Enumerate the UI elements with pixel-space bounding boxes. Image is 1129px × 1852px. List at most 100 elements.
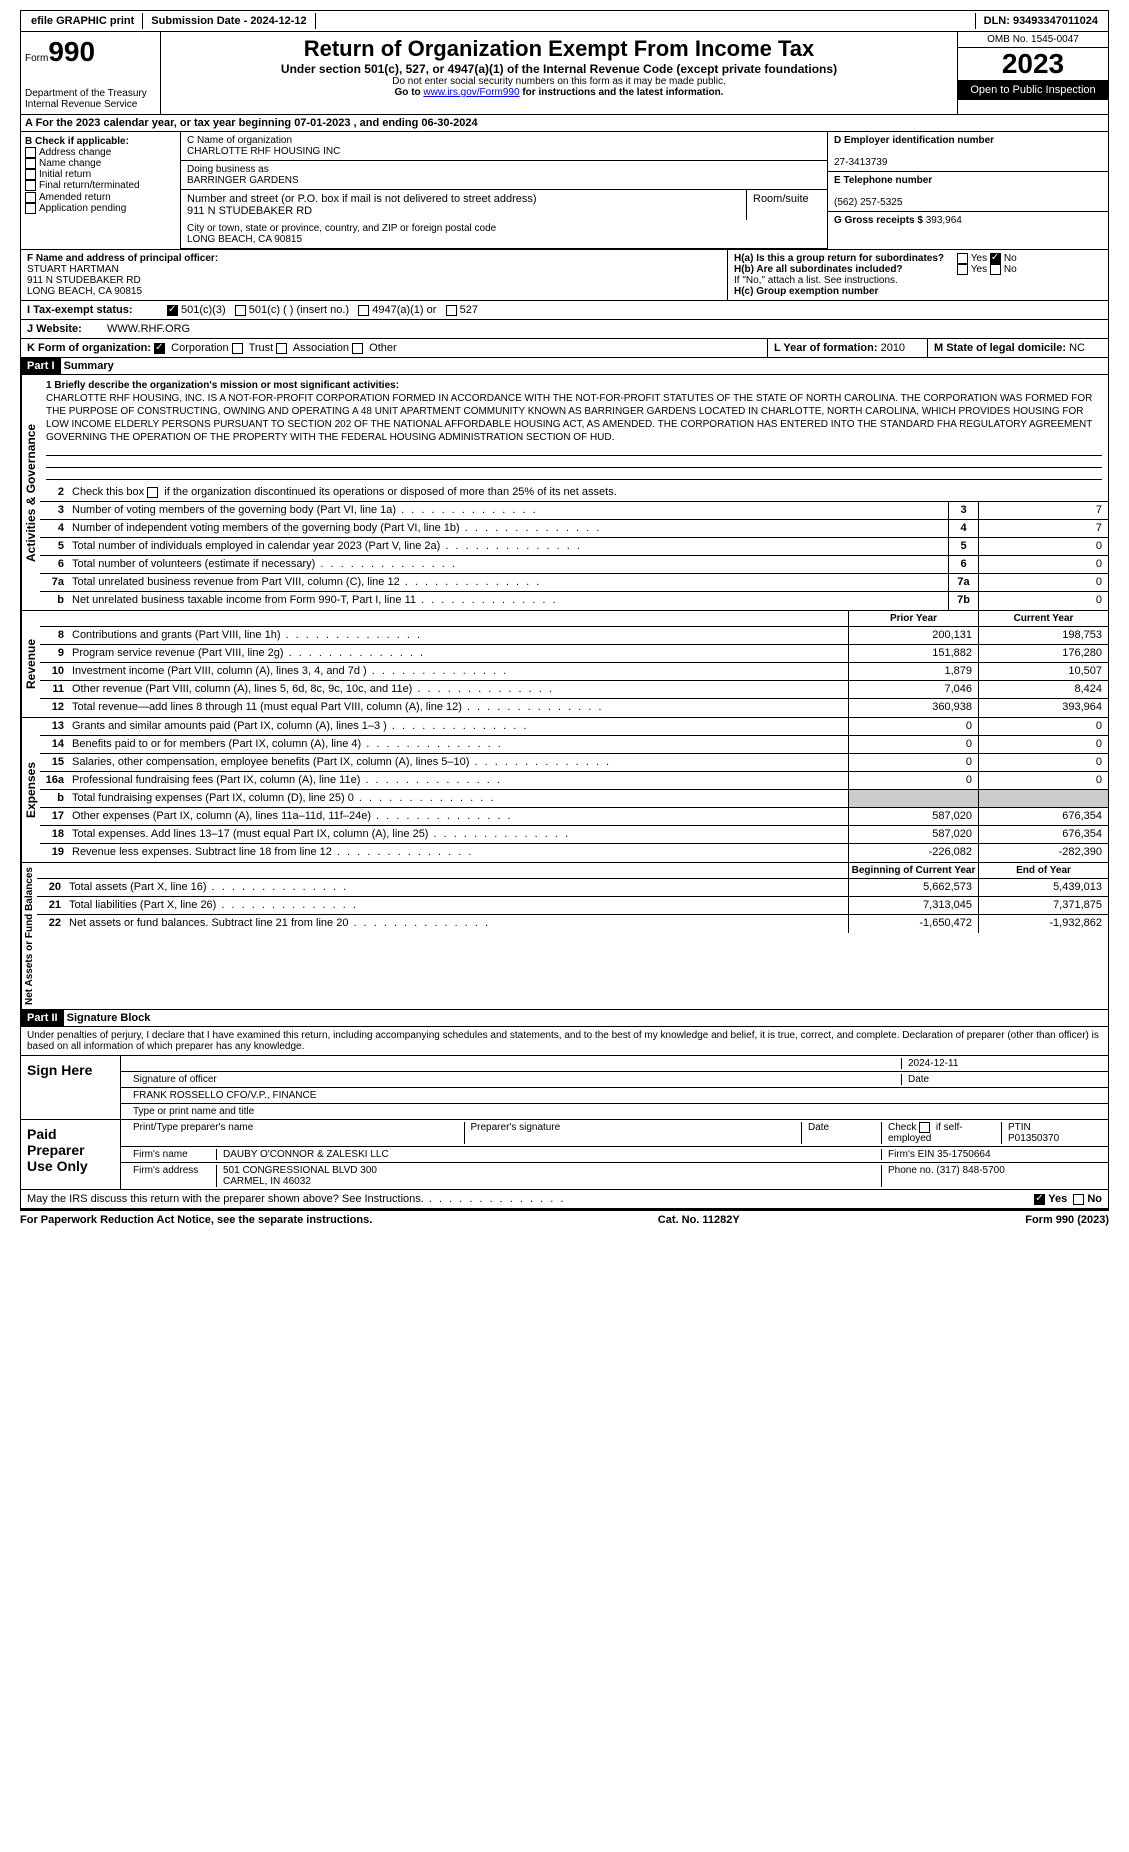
- sign-here-label: Sign Here: [21, 1056, 121, 1119]
- addr-label: Number and street (or P.O. box if mail i…: [187, 193, 537, 205]
- ha-no-checkbox[interactable]: [990, 253, 1001, 264]
- firm-city-value: CARMEL, IN 46032: [223, 1176, 311, 1187]
- topbar: efile GRAPHIC print Submission Date - 20…: [20, 10, 1109, 32]
- netassets-section: Net Assets or Fund Balances Beginning of…: [20, 863, 1109, 1010]
- form-number: 990: [48, 36, 95, 67]
- firm-phone-label: Phone no.: [888, 1165, 934, 1176]
- formorg-label: K Form of organization:: [27, 342, 151, 354]
- dba-label: Doing business as: [187, 164, 269, 175]
- firm-addr-label: Firm's address: [127, 1165, 217, 1187]
- form-title: Return of Organization Exempt From Incom…: [165, 36, 953, 62]
- sig-officer-label: Signature of officer: [127, 1074, 902, 1085]
- end-year-header: End of Year: [978, 863, 1108, 878]
- officer-addr2: LONG BEACH, CA 90815: [27, 286, 142, 297]
- part1-label: Part I: [21, 358, 61, 374]
- ha-label: H(a) Is this a group return for subordin…: [734, 253, 954, 264]
- firm-name-value: DAUBY O'CONNOR & ZALESKI LLC: [217, 1149, 882, 1160]
- mission-text: CHARLOTTE RHF HOUSING, INC. IS A NOT-FOR…: [46, 393, 1092, 443]
- na-vlabel: Net Assets or Fund Balances: [21, 863, 37, 1009]
- discuss-yes-checkbox[interactable]: [1034, 1194, 1045, 1205]
- exp-vlabel: Expenses: [21, 718, 40, 862]
- form-header: Form990 Department of the Treasury Inter…: [20, 32, 1109, 115]
- officer-label: F Name and address of principal officer:: [27, 253, 218, 264]
- website-label: J Website:: [27, 323, 107, 335]
- pending-checkbox[interactable]: [25, 203, 36, 214]
- phone-label: E Telephone number: [834, 175, 932, 186]
- officer-name-value: FRANK ROSSELLO CFO/V.P., FINANCE: [127, 1090, 1102, 1101]
- room-label: Room/suite: [747, 190, 827, 220]
- officer-addr1: 911 N STUDEBAKER RD: [27, 275, 141, 286]
- footer-catno: Cat. No. 11282Y: [658, 1214, 740, 1226]
- ag-vlabel: Activities & Governance: [21, 375, 40, 610]
- section-abc: B Check if applicable: Address change Na…: [20, 132, 1109, 250]
- preparer-sig-label: Preparer's signature: [465, 1122, 803, 1144]
- dba-value: BARRINGER GARDENS: [187, 175, 299, 186]
- ssn-warning: Do not enter social security numbers on …: [165, 76, 953, 87]
- 527-checkbox[interactable]: [446, 305, 457, 316]
- section-b-label: B Check if applicable:: [25, 136, 129, 147]
- signature-block: Sign Here 2024-12-11 Signature of office…: [20, 1056, 1109, 1190]
- discuss-label: May the IRS discuss this return with the…: [27, 1193, 1034, 1205]
- revenue-section: Revenue Prior YearCurrent Year 8Contribu…: [20, 611, 1109, 718]
- firm-addr-value: 501 CONGRESSIONAL BLVD 300: [223, 1165, 377, 1176]
- part1-name: Summary: [64, 360, 114, 372]
- type-name-label: Type or print name and title: [127, 1106, 1102, 1117]
- firm-ein-label: Firm's EIN: [888, 1149, 934, 1160]
- activities-governance: Activities & Governance 1 Briefly descri…: [20, 375, 1109, 611]
- firm-ein-value: 35-1750664: [937, 1149, 990, 1160]
- dept-label: Department of the Treasury Internal Reve…: [25, 88, 156, 110]
- yearform-label: L Year of formation:: [774, 342, 878, 354]
- phone-value: (562) 257-5325: [834, 197, 902, 208]
- final-return-checkbox[interactable]: [25, 180, 36, 191]
- line1-label: 1 Briefly describe the organization's mi…: [46, 380, 399, 391]
- hb-no-checkbox[interactable]: [990, 264, 1001, 275]
- rev-vlabel: Revenue: [21, 611, 40, 717]
- ein-label: D Employer identification number: [834, 135, 994, 146]
- trust-checkbox[interactable]: [232, 343, 243, 354]
- date-label: Date: [902, 1074, 1102, 1085]
- klm-row: K Form of organization: Corporation Trus…: [20, 339, 1109, 358]
- inspection-label: Open to Public Inspection: [958, 80, 1108, 100]
- yearform-value: 2010: [881, 342, 905, 354]
- name-change-checkbox[interactable]: [25, 158, 36, 169]
- self-employed-checkbox[interactable]: [919, 1122, 930, 1133]
- hb-label: H(b) Are all subordinates included?: [734, 264, 954, 275]
- firm-name-label: Firm's name: [127, 1149, 217, 1160]
- addr-change-checkbox[interactable]: [25, 147, 36, 158]
- receipts-label: G Gross receipts $: [834, 215, 923, 226]
- tax-year: 2023: [958, 48, 1108, 80]
- part2-label: Part II: [21, 1010, 64, 1026]
- form-label: Form: [25, 53, 48, 64]
- paid-preparer-label: Paid Preparer Use Only: [21, 1120, 121, 1189]
- ein-value: 27-3413739: [834, 157, 887, 168]
- ha-yes-checkbox[interactable]: [957, 253, 968, 264]
- expenses-section: Expenses 13Grants and similar amounts pa…: [20, 718, 1109, 863]
- corp-checkbox[interactable]: [154, 343, 165, 354]
- other-checkbox[interactable]: [352, 343, 363, 354]
- domicile-label: M State of legal domicile:: [934, 342, 1066, 354]
- line2-checkbox[interactable]: [147, 487, 158, 498]
- 501c-checkbox[interactable]: [235, 305, 246, 316]
- footer-notice: For Paperwork Reduction Act Notice, see …: [20, 1214, 372, 1226]
- website-value: WWW.RHF.ORG: [107, 323, 190, 335]
- ptin-label: PTIN: [1008, 1122, 1031, 1133]
- current-year-header: Current Year: [978, 611, 1108, 626]
- initial-return-checkbox[interactable]: [25, 169, 36, 180]
- firm-phone-value: (317) 848-5700: [936, 1165, 1004, 1176]
- submission-date: Submission Date - 2024-12-12: [143, 13, 315, 29]
- discuss-no-checkbox[interactable]: [1073, 1194, 1084, 1205]
- tax-year-range: A For the 2023 calendar year, or tax yea…: [20, 115, 1109, 132]
- hb-yes-checkbox[interactable]: [957, 264, 968, 275]
- 4947-checkbox[interactable]: [358, 305, 369, 316]
- org-name-label: C Name of organization: [187, 135, 292, 146]
- hc-label: H(c) Group exemption number: [734, 286, 878, 297]
- 501c3-checkbox[interactable]: [167, 305, 178, 316]
- assoc-checkbox[interactable]: [276, 343, 287, 354]
- taxexempt-label: I Tax-exempt status:: [27, 304, 167, 316]
- city-value: LONG BEACH, CA 90815: [187, 234, 302, 245]
- receipts-value: 393,964: [926, 215, 962, 226]
- prior-year-header: Prior Year: [848, 611, 978, 626]
- form990-link[interactable]: www.irs.gov/Form990: [423, 87, 519, 98]
- discuss-row: May the IRS discuss this return with the…: [20, 1190, 1109, 1209]
- amended-checkbox[interactable]: [25, 192, 36, 203]
